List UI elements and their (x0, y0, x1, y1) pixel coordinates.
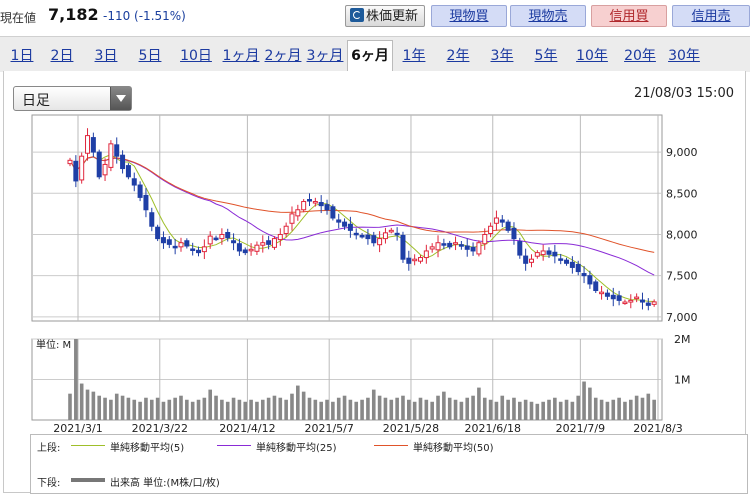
chart-timestamp: 21/08/03 15:00 (634, 86, 734, 101)
period-tab-15[interactable]: 30年 (668, 48, 700, 64)
period-tabs: 1日 2日 3日 5日 10日 1ヶ月 2ヶ月 3ヶ月 6ヶ月 1年 2年 3年 5年 10年 20年 30年 (0, 36, 750, 73)
current-price-value: 7,182 (48, 5, 99, 24)
period-tab-9[interactable]: 1年 (402, 48, 426, 64)
period-tab-6[interactable]: 2ヶ月 (264, 48, 302, 64)
refresh-price-button[interactable]: 株価更新 (345, 5, 425, 27)
cash-sell-button[interactable]: 現物売 (510, 5, 586, 27)
ma25-line-swatch (217, 445, 251, 446)
refresh-icon (350, 8, 364, 22)
header-bar: 現在値 7,182 -110 (-1.51%) 株価更新 現物買 現物売 信用買… (0, 0, 750, 34)
legend: 上段: 単純移動平均(5) 単純移動平均(25) 単純移動平均(50) 下段: … (30, 434, 748, 494)
period-tab-7[interactable]: 3ヶ月 (306, 48, 344, 64)
ma50-line-swatch (374, 445, 408, 446)
legend-ma5: 単純移動平均(5) (110, 443, 185, 454)
period-tab-11[interactable]: 3年 (490, 48, 514, 64)
refresh-price-label: 株価更新 (366, 9, 419, 24)
period-tab-10[interactable]: 2年 (446, 48, 470, 64)
legend-upper-row: 上段: 単純移動平均(5) 単純移動平均(25) 単純移動平均(50) (37, 439, 737, 454)
period-tab-5[interactable]: 1ヶ月 (222, 48, 260, 64)
period-tab-8[interactable]: 6ヶ月 (347, 40, 393, 73)
period-tab-3[interactable]: 5日 (138, 48, 162, 64)
interval-select-value: 日足 (22, 93, 50, 109)
current-price-label: 現在値 (0, 11, 37, 25)
period-tab-2[interactable]: 3日 (94, 48, 118, 64)
legend-lower-label: 下段: (37, 478, 61, 489)
interval-select[interactable]: 日足 (13, 86, 132, 111)
chevron-down-icon (110, 87, 131, 110)
period-tab-14[interactable]: 20年 (624, 48, 656, 64)
period-tab-1[interactable]: 2日 (50, 48, 74, 64)
ma5-line-swatch (71, 445, 105, 446)
legend-volume: 出来高 単位:(M株/口/枚) (110, 478, 220, 489)
legend-upper-label: 上段: (37, 443, 61, 454)
price-change: -110 (-1.51%) (103, 9, 186, 23)
legend-ma50: 単純移動平均(50) (413, 443, 494, 454)
cash-buy-button[interactable]: 現物買 (431, 5, 507, 27)
legend-ma25: 単純移動平均(25) (256, 443, 337, 454)
period-tab-13[interactable]: 10年 (576, 48, 608, 64)
legend-lower-row: 下段: 出来高 単位:(M株/口/枚) (37, 474, 737, 489)
period-tab-0[interactable]: 1日 (10, 48, 34, 64)
chart-panel (3, 71, 746, 493)
period-tab-4[interactable]: 10日 (180, 48, 212, 64)
margin-buy-button[interactable]: 信用買 (591, 5, 667, 27)
period-tab-12[interactable]: 5年 (534, 48, 558, 64)
margin-sell-button[interactable]: 信用売 (672, 5, 750, 27)
volume-bar-swatch (71, 478, 105, 482)
